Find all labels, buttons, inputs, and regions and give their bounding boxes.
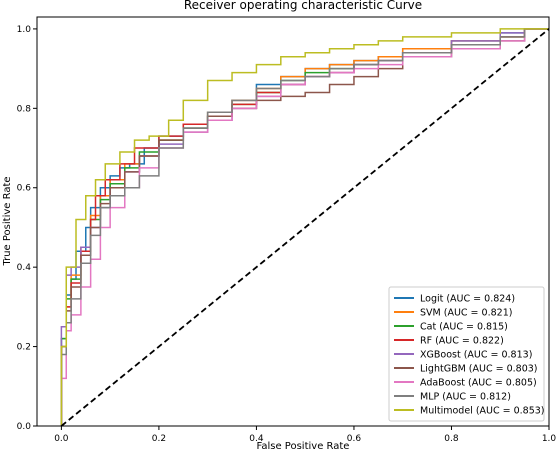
x-tick-label: 1.0	[542, 434, 557, 444]
y-tick-label: 0.2	[17, 343, 31, 353]
chance-line	[60, 28, 550, 427]
y-tick-label: 0.4	[17, 263, 32, 273]
x-tick-label: 0.4	[249, 434, 264, 444]
legend-label-mlp: MLP (AUC = 0.812)	[420, 392, 511, 403]
legend-label-xgboost: XGBoost (AUC = 0.813)	[420, 350, 532, 361]
x-axis-label: False Positive Rate	[257, 441, 350, 452]
plot-area	[60, 28, 550, 427]
roc-line-multimodel	[60, 28, 549, 426]
legend-label-lightgbm: LightGBM (AUC = 0.803)	[420, 364, 538, 375]
roc-line-mlp	[60, 28, 549, 426]
y-tick-label: 0.0	[17, 422, 32, 432]
legend-box	[388, 286, 545, 422]
x-tick-label: 0.2	[152, 434, 166, 444]
legend-label-svm: SVM (AUC = 0.821)	[420, 308, 512, 319]
legend-label-rf: RF (AUC = 0.822)	[420, 336, 504, 347]
axis-ticks: 0.0 0.2 0.4 0.6 0.8 1.0 0.0 0.2 0.4 0.6 0.8 1.0	[17, 25, 557, 444]
legend-label-multimodel: Multimodel (AUC = 0.853)	[420, 406, 545, 417]
legend: Logit (AUC = 0.824) SVM (AUC = 0.821) Cat …	[388, 286, 545, 422]
y-tick-label: 1.0	[17, 25, 32, 35]
y-axis-label: True Positive Rate	[2, 176, 13, 266]
y-tick-label: 0.8	[17, 104, 32, 114]
chart-title: Receiver operating characteristic Curve	[184, 0, 422, 12]
x-tick-label: 0.0	[54, 434, 69, 444]
legend-label-logit: Logit (AUC = 0.824)	[420, 294, 515, 305]
x-tick-label: 0.8	[444, 434, 459, 444]
x-tick-label: 0.6	[347, 434, 362, 444]
axes-frame	[36, 16, 550, 427]
y-tick-label: 0.6	[17, 184, 32, 194]
legend-label-cat: Cat (AUC = 0.815)	[420, 322, 508, 333]
legend-label-adaboost: AdaBoost (AUC = 0.805)	[420, 378, 537, 389]
